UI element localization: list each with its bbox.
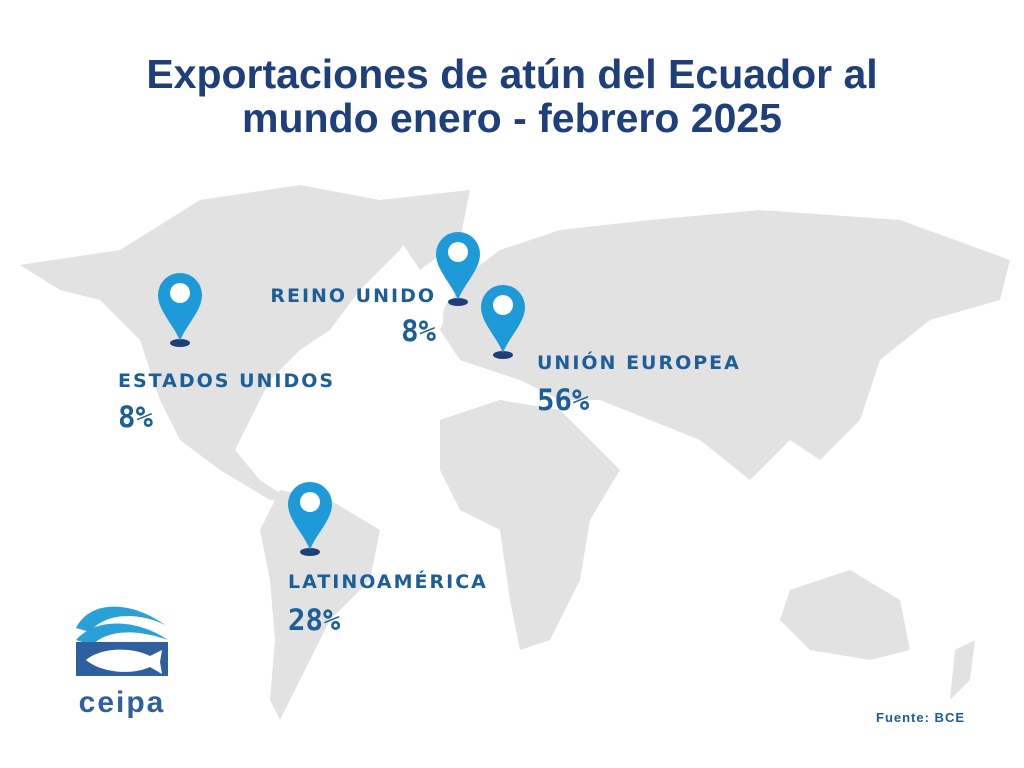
north-america bbox=[20, 185, 420, 500]
pin-shadow bbox=[300, 548, 320, 556]
logo-text: ceipa bbox=[79, 686, 166, 719]
pin bbox=[158, 273, 202, 341]
pin-shadow bbox=[448, 298, 468, 306]
australia bbox=[780, 570, 910, 660]
greenland bbox=[380, 190, 470, 270]
pin-hole bbox=[300, 492, 320, 512]
pin-hole bbox=[448, 242, 468, 262]
pin bbox=[288, 482, 332, 550]
source: Fuente: BCE bbox=[876, 710, 965, 725]
market-share: 8% bbox=[401, 314, 436, 348]
pin-hole bbox=[493, 295, 513, 315]
eurasia bbox=[440, 210, 1010, 480]
new-zealand bbox=[950, 640, 975, 700]
pins bbox=[158, 232, 525, 556]
market-share: 56% bbox=[537, 383, 590, 417]
market-label: REINO UNIDO bbox=[270, 285, 436, 307]
south-america bbox=[260, 490, 380, 720]
market-label: UNIÓN EUROPEA bbox=[537, 350, 741, 374]
market-share: 28% bbox=[288, 603, 341, 637]
pin-shadow bbox=[493, 351, 513, 359]
market-label: ESTADOS UNIDOS bbox=[118, 370, 335, 392]
world-map bbox=[20, 185, 1010, 720]
pin-hole bbox=[170, 283, 190, 303]
africa bbox=[440, 400, 620, 650]
market-share: 8% bbox=[118, 400, 153, 434]
market-label: LATINOAMÉRICA bbox=[288, 570, 488, 593]
logo: ceipa bbox=[76, 606, 168, 719]
pin bbox=[436, 232, 480, 300]
pin-shadow bbox=[170, 339, 190, 347]
pin bbox=[481, 285, 525, 353]
title: Exportaciones de atún del Ecuador al mun… bbox=[146, 51, 878, 141]
uk bbox=[443, 300, 461, 336]
